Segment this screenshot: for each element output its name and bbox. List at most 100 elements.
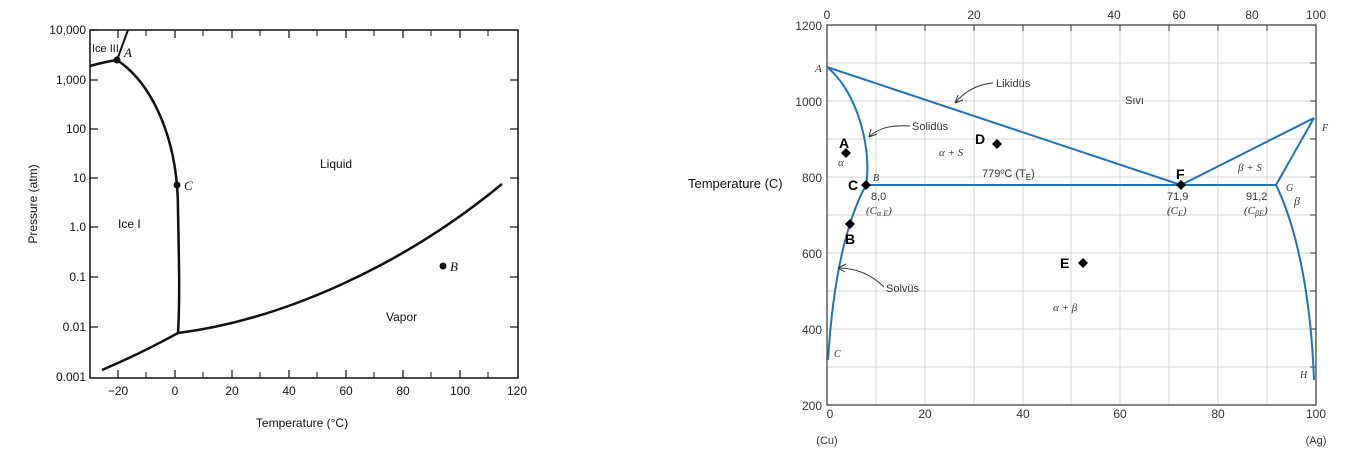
marker-b-diamond bbox=[845, 219, 855, 229]
water-y-tick: 100 bbox=[66, 122, 86, 136]
water-point-b-label: B bbox=[450, 259, 458, 274]
cuag-bottom-tick: 20 bbox=[918, 407, 932, 421]
water-point-a-label: A bbox=[123, 45, 132, 60]
sublimation-curve bbox=[101, 331, 179, 372]
cuag-top-tick: 80 bbox=[1245, 8, 1259, 22]
marker-e-diamond bbox=[1078, 258, 1088, 268]
beta-e-composition-value: 91,2 bbox=[1246, 191, 1267, 203]
alpha-e-composition-value: 8,0 bbox=[871, 191, 886, 203]
solvus-left bbox=[827, 184, 867, 361]
vertex-g: G bbox=[1286, 183, 1293, 194]
water-x-tick: 0 bbox=[172, 384, 179, 398]
water-region-ice1: Ice I bbox=[118, 217, 141, 231]
water-point-c bbox=[173, 181, 181, 189]
water-region-vapor: Vapor bbox=[386, 310, 417, 324]
solidus-label: Solidüs bbox=[912, 121, 949, 133]
solvus-arrowhead bbox=[837, 263, 847, 273]
cuag-right-end-label: (Ag) bbox=[1306, 435, 1327, 447]
solvus-right bbox=[1275, 184, 1315, 381]
eutectic-composition-value: 71,9 bbox=[1167, 191, 1188, 203]
cuag-markers bbox=[841, 139, 1186, 268]
cuag-y-tick: 1200 bbox=[795, 19, 822, 33]
ice3-liquid-boundary bbox=[116, 29, 129, 61]
marker-c-label: C bbox=[848, 177, 858, 193]
solidus-callout bbox=[868, 125, 911, 138]
marker-e-label: E bbox=[1060, 255, 1069, 271]
cuag-y-tick: 1000 bbox=[795, 95, 822, 109]
water-region-ice3: Ice III bbox=[92, 43, 119, 55]
region-alpha-beta: α + β bbox=[1053, 302, 1078, 314]
liquidus-left bbox=[826, 66, 1182, 186]
cuag-top-tick: 100 bbox=[1306, 8, 1326, 22]
vertex-a: A bbox=[814, 63, 822, 75]
cuag-y-axis-title: Temperature (C) bbox=[688, 176, 783, 191]
ice3-ice1-boundary bbox=[89, 58, 118, 68]
solidus-arrowhead bbox=[868, 128, 878, 138]
region-beta-liquid: β + S bbox=[1237, 162, 1262, 174]
liquidus-label: Likidüs bbox=[996, 78, 1031, 90]
marker-c-diamond bbox=[861, 180, 871, 190]
water-y-tick: 1,000 bbox=[56, 73, 86, 87]
cuag-top-tick: 20 bbox=[967, 8, 981, 22]
cuag-left-end-label: (Cu) bbox=[816, 435, 837, 447]
cuag-phase-lines bbox=[826, 66, 1315, 381]
water-x-tick: 100 bbox=[450, 384, 470, 398]
cuag-top-tick: 40 bbox=[1107, 8, 1121, 22]
region-alpha: α bbox=[838, 157, 844, 169]
water-x-tick: 20 bbox=[225, 384, 239, 398]
marker-d-diamond bbox=[992, 139, 1002, 149]
water-x-tick: 60 bbox=[339, 384, 353, 398]
cuag-grid bbox=[827, 25, 1316, 405]
water-x-axis: −20 0 20 40 60 80 100 120 bbox=[108, 30, 527, 398]
cuag-bottom-tick: 60 bbox=[1113, 407, 1127, 421]
water-y-tick: 10 bbox=[73, 171, 87, 185]
cuag-callouts bbox=[837, 82, 994, 288]
water-x-tick: −20 bbox=[108, 384, 129, 398]
region-beta: β bbox=[1293, 194, 1300, 208]
water-x-axis-title: Temperature (°C) bbox=[256, 416, 348, 430]
cuag-top-tick: 60 bbox=[1172, 8, 1186, 22]
vertex-b: B bbox=[873, 173, 879, 184]
cuag-y-tick: 400 bbox=[802, 323, 822, 337]
water-y-axis: 10,000 1,000 100 10 1.0 0.1 0.01 0.001 bbox=[49, 23, 518, 384]
marker-a-diamond bbox=[841, 148, 851, 158]
water-y-tick: 0.1 bbox=[69, 270, 86, 284]
water-y-tick: 10,000 bbox=[49, 23, 86, 37]
water-y-tick: 0.01 bbox=[63, 320, 87, 334]
alpha-e-composition-label: (Cα E) bbox=[866, 205, 892, 218]
cuag-phase-diagram: 1200 1000 800 600 400 200 0 20 40 60 80 … bbox=[688, 8, 1329, 447]
water-x-tick: 80 bbox=[396, 384, 410, 398]
solvus-callout bbox=[837, 267, 885, 288]
eutectic-temperature-label: 779ºC (TE) bbox=[982, 168, 1035, 182]
cuag-y-tick: 800 bbox=[802, 171, 822, 185]
cuag-bottom-tick: 80 bbox=[1211, 407, 1225, 421]
cuag-y-tick: 600 bbox=[802, 247, 822, 261]
water-plot-frame bbox=[89, 29, 519, 379]
water-phase-diagram: 10,000 1,000 100 10 1.0 0.1 0.01 0.001 bbox=[26, 23, 527, 430]
water-y-axis-title: Pressure (atm) bbox=[26, 164, 40, 243]
water-region-liquid: Liquid bbox=[320, 157, 352, 171]
cuag-bottom-tick: 40 bbox=[1016, 407, 1030, 421]
vertex-f: F bbox=[1321, 123, 1329, 134]
marker-b-label: B bbox=[845, 231, 855, 247]
solvus-label: Solvüs bbox=[886, 283, 920, 295]
vertex-c: C bbox=[834, 349, 841, 360]
water-point-b bbox=[439, 262, 447, 270]
water-x-tick: 40 bbox=[282, 384, 296, 398]
beta-e-composition-label: (CβE) bbox=[1244, 205, 1268, 218]
melting-curve bbox=[116, 58, 181, 334]
region-alpha-liquid: α + S bbox=[939, 147, 964, 159]
water-y-tick: 1.0 bbox=[69, 220, 86, 234]
marker-f-diamond bbox=[1176, 180, 1186, 190]
cuag-y-tick: 200 bbox=[802, 399, 822, 413]
water-point-c-label: C bbox=[184, 178, 193, 193]
solidus-right bbox=[1275, 117, 1315, 186]
marker-a-label: A bbox=[839, 135, 849, 151]
region-liquid: Sıvı bbox=[1125, 95, 1144, 107]
water-y-tick: 0.001 bbox=[56, 370, 86, 384]
solidus-left bbox=[826, 66, 869, 186]
liquidus-arrowhead bbox=[954, 94, 964, 104]
vaporization-curve bbox=[177, 183, 503, 335]
